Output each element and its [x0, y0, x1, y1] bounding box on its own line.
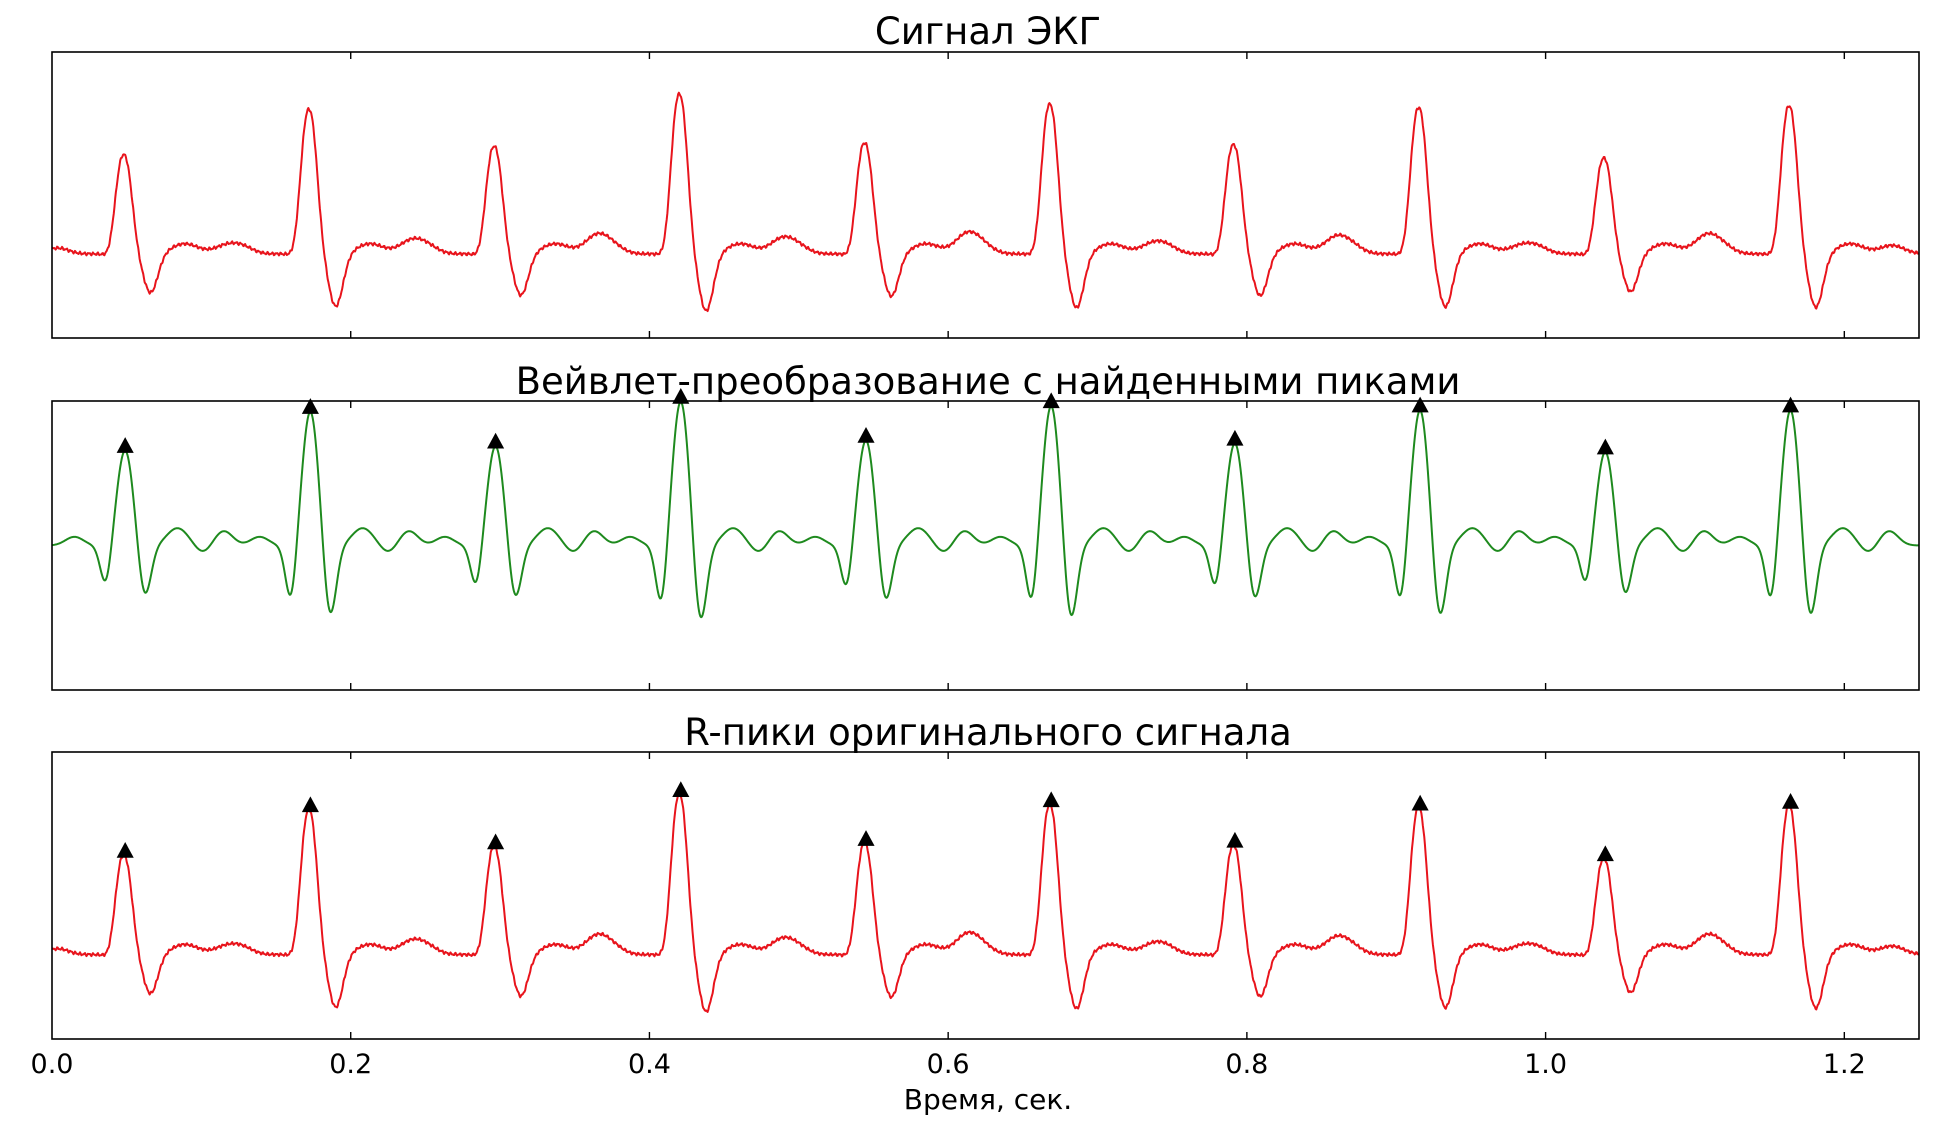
wavelet-peak-marker	[1226, 429, 1244, 446]
wavelet-peak-marker	[1782, 396, 1800, 413]
x-tick-label: 1.0	[1524, 1049, 1567, 1080]
panel-title-ecg-signal: Сигнал ЭКГ	[875, 10, 1101, 53]
axes-frame-r-peaks	[51, 751, 1920, 1040]
r-peak-marker	[857, 830, 875, 846]
r-peak-marker	[116, 841, 134, 858]
panel-wavelet: Вейвлет-преобразование с найденными пика…	[51, 360, 1920, 691]
r-peak-marker	[1782, 793, 1800, 809]
x-tick-label: 0.6	[927, 1049, 970, 1080]
wavelet-line	[51, 400, 1920, 619]
r-peak-signal-line	[51, 791, 1920, 1013]
wavelet-peak-marker	[1411, 396, 1429, 413]
panel-ecg-signal: Сигнал ЭКГ	[51, 10, 1920, 339]
x-tick-label: 0.2	[329, 1049, 372, 1080]
x-tick-label: 1.2	[1823, 1049, 1866, 1080]
x-tick-label: 0.8	[1225, 1049, 1268, 1080]
plot-area-r-peaks	[51, 781, 1920, 1013]
panel-r-peaks: R-пики оригинального сигнала 0.0 0.2 0.4 0.…	[31, 711, 1920, 1116]
wavelet-peak-marker	[487, 432, 505, 449]
wavelet-peak-marker	[857, 427, 875, 443]
x-tick-label: 0.0	[31, 1049, 74, 1080]
r-peak-marker	[1411, 794, 1429, 811]
wavelet-peak-marker	[672, 388, 690, 404]
axes-frame-wavelet	[51, 400, 1920, 691]
axes-frame-ecg-signal	[51, 51, 1920, 339]
panel-title-r-peaks: R-пики оригинального сигнала	[684, 711, 1292, 754]
panel-title-wavelet: Вейвлет-преобразование с найденными пика…	[516, 360, 1461, 403]
r-peak-marker	[301, 796, 319, 813]
wavelet-peak-marker	[116, 437, 134, 453]
ecg-signal-line	[51, 91, 1920, 313]
wavelet-peak-marker	[301, 398, 319, 414]
plot-area-ecg-signal	[51, 91, 1920, 313]
wavelet-peak-marker	[1596, 438, 1614, 455]
r-peak-marker	[1226, 831, 1244, 848]
plot-area-wavelet	[51, 388, 1920, 619]
r-peak-marker	[672, 781, 690, 797]
r-peak-marker	[1042, 791, 1060, 808]
x-tick-label: 0.4	[628, 1049, 671, 1080]
r-peak-marker	[487, 833, 505, 850]
x-axis-label: Время, сек.	[904, 1083, 1072, 1116]
r-peak-marker	[1596, 845, 1614, 862]
x-axis: 0.0 0.2 0.4 0.6 0.8 1.0 1.2	[31, 752, 1866, 1080]
